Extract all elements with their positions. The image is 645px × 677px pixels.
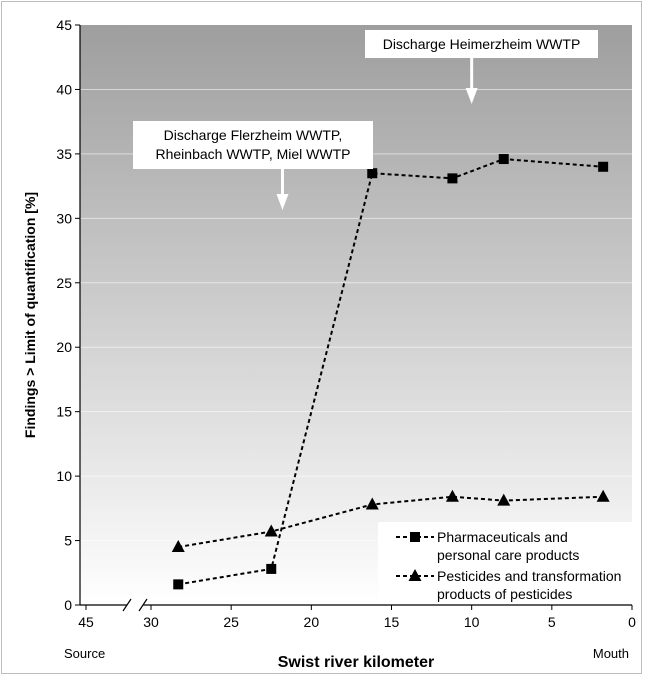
x-tick-label: 5 [548, 614, 556, 630]
y-tick-label: 45 [56, 17, 72, 33]
axes [79, 25, 632, 612]
legend-item-2: Pesticides and transformation products of… [396, 568, 621, 602]
annotation-text: Discharge Flerzheim WWTP, [164, 127, 343, 143]
triangle-marker [445, 489, 459, 502]
x-tick-label: 0 [628, 614, 636, 630]
legend-label: Pesticides and transformation [437, 568, 621, 584]
y-tick-label: 15 [56, 404, 72, 420]
square-marker [447, 173, 458, 184]
series-2 [171, 489, 610, 552]
triangle-marker [497, 493, 511, 506]
annotation-text: Rheinbach WWTP, Miel WWTP [156, 146, 351, 162]
square-marker [173, 579, 184, 590]
square-marker [367, 168, 378, 179]
x-tick-label: 30 [143, 614, 159, 630]
x-tick-label: 25 [223, 614, 239, 630]
y-axis-label: Findings > Limit of quantification [%] [22, 192, 38, 438]
legend-item-1: Pharmaceuticals and personal care product… [396, 529, 579, 563]
legend-box [378, 522, 632, 604]
series-1 [173, 154, 609, 590]
x-axis-label: Swist river kilometer [278, 654, 435, 671]
axis-break-mark [122, 598, 132, 612]
x-tick-label: 10 [464, 614, 480, 630]
triangle-marker [596, 489, 610, 502]
y-tick-label: 10 [56, 468, 72, 484]
series-layer [171, 154, 610, 590]
annotation-box [133, 121, 373, 169]
x-end-label-mouth: Mouth [593, 646, 629, 661]
legend-label: Pharmaceuticals and [437, 529, 568, 545]
annotation-heimerzheim: Discharge Heimerzheim WWTP [365, 30, 598, 104]
y-tick-label: 20 [56, 339, 72, 355]
triangle-marker [365, 497, 379, 510]
axis-break-mark [138, 598, 148, 612]
x-end-label-source: Source [64, 646, 105, 661]
annotation-box [365, 30, 598, 58]
x-tick-label: 15 [384, 614, 400, 630]
square-marker [266, 563, 277, 574]
legend-triangle-marker [408, 569, 422, 581]
x-tick-label: 20 [304, 614, 320, 630]
annotation-text: Discharge Heimerzheim WWTP [383, 36, 581, 52]
series-line [178, 158, 604, 586]
legend-square-marker [410, 532, 420, 542]
y-tick-label: 25 [56, 275, 72, 291]
series-line [178, 495, 604, 548]
square-marker [498, 154, 509, 165]
legend-label: personal care products [437, 547, 579, 563]
triangle-marker [171, 540, 185, 552]
y-tick-label: 0 [64, 597, 72, 613]
annotation-flerzheim: Discharge Flerzheim WWTP, Rheinbach WWTP,… [133, 121, 373, 210]
annotation-arrow-head [465, 88, 478, 104]
tick-labels: 0 5 10 15 20 25 30 35 40 45 45 30 25 20 15 10 5 0 [56, 17, 636, 630]
square-marker [598, 161, 609, 172]
annotation-arrow-head [276, 194, 289, 210]
x-tick-label: 45 [78, 614, 94, 630]
y-tick-label: 40 [56, 81, 72, 97]
triangle-marker [264, 524, 278, 537]
y-tick-label: 30 [56, 210, 72, 226]
legend: Pharmaceuticals and personal care product… [378, 522, 632, 604]
y-tick-label: 35 [56, 146, 72, 162]
legend-label: products of pesticides [437, 586, 572, 602]
y-tick-label: 5 [64, 533, 72, 549]
annotation-arrow-shaft [470, 56, 474, 90]
annotation-layer: Discharge Flerzheim WWTP, Rheinbach WWTP,… [133, 30, 598, 210]
plot-background [80, 25, 632, 605]
